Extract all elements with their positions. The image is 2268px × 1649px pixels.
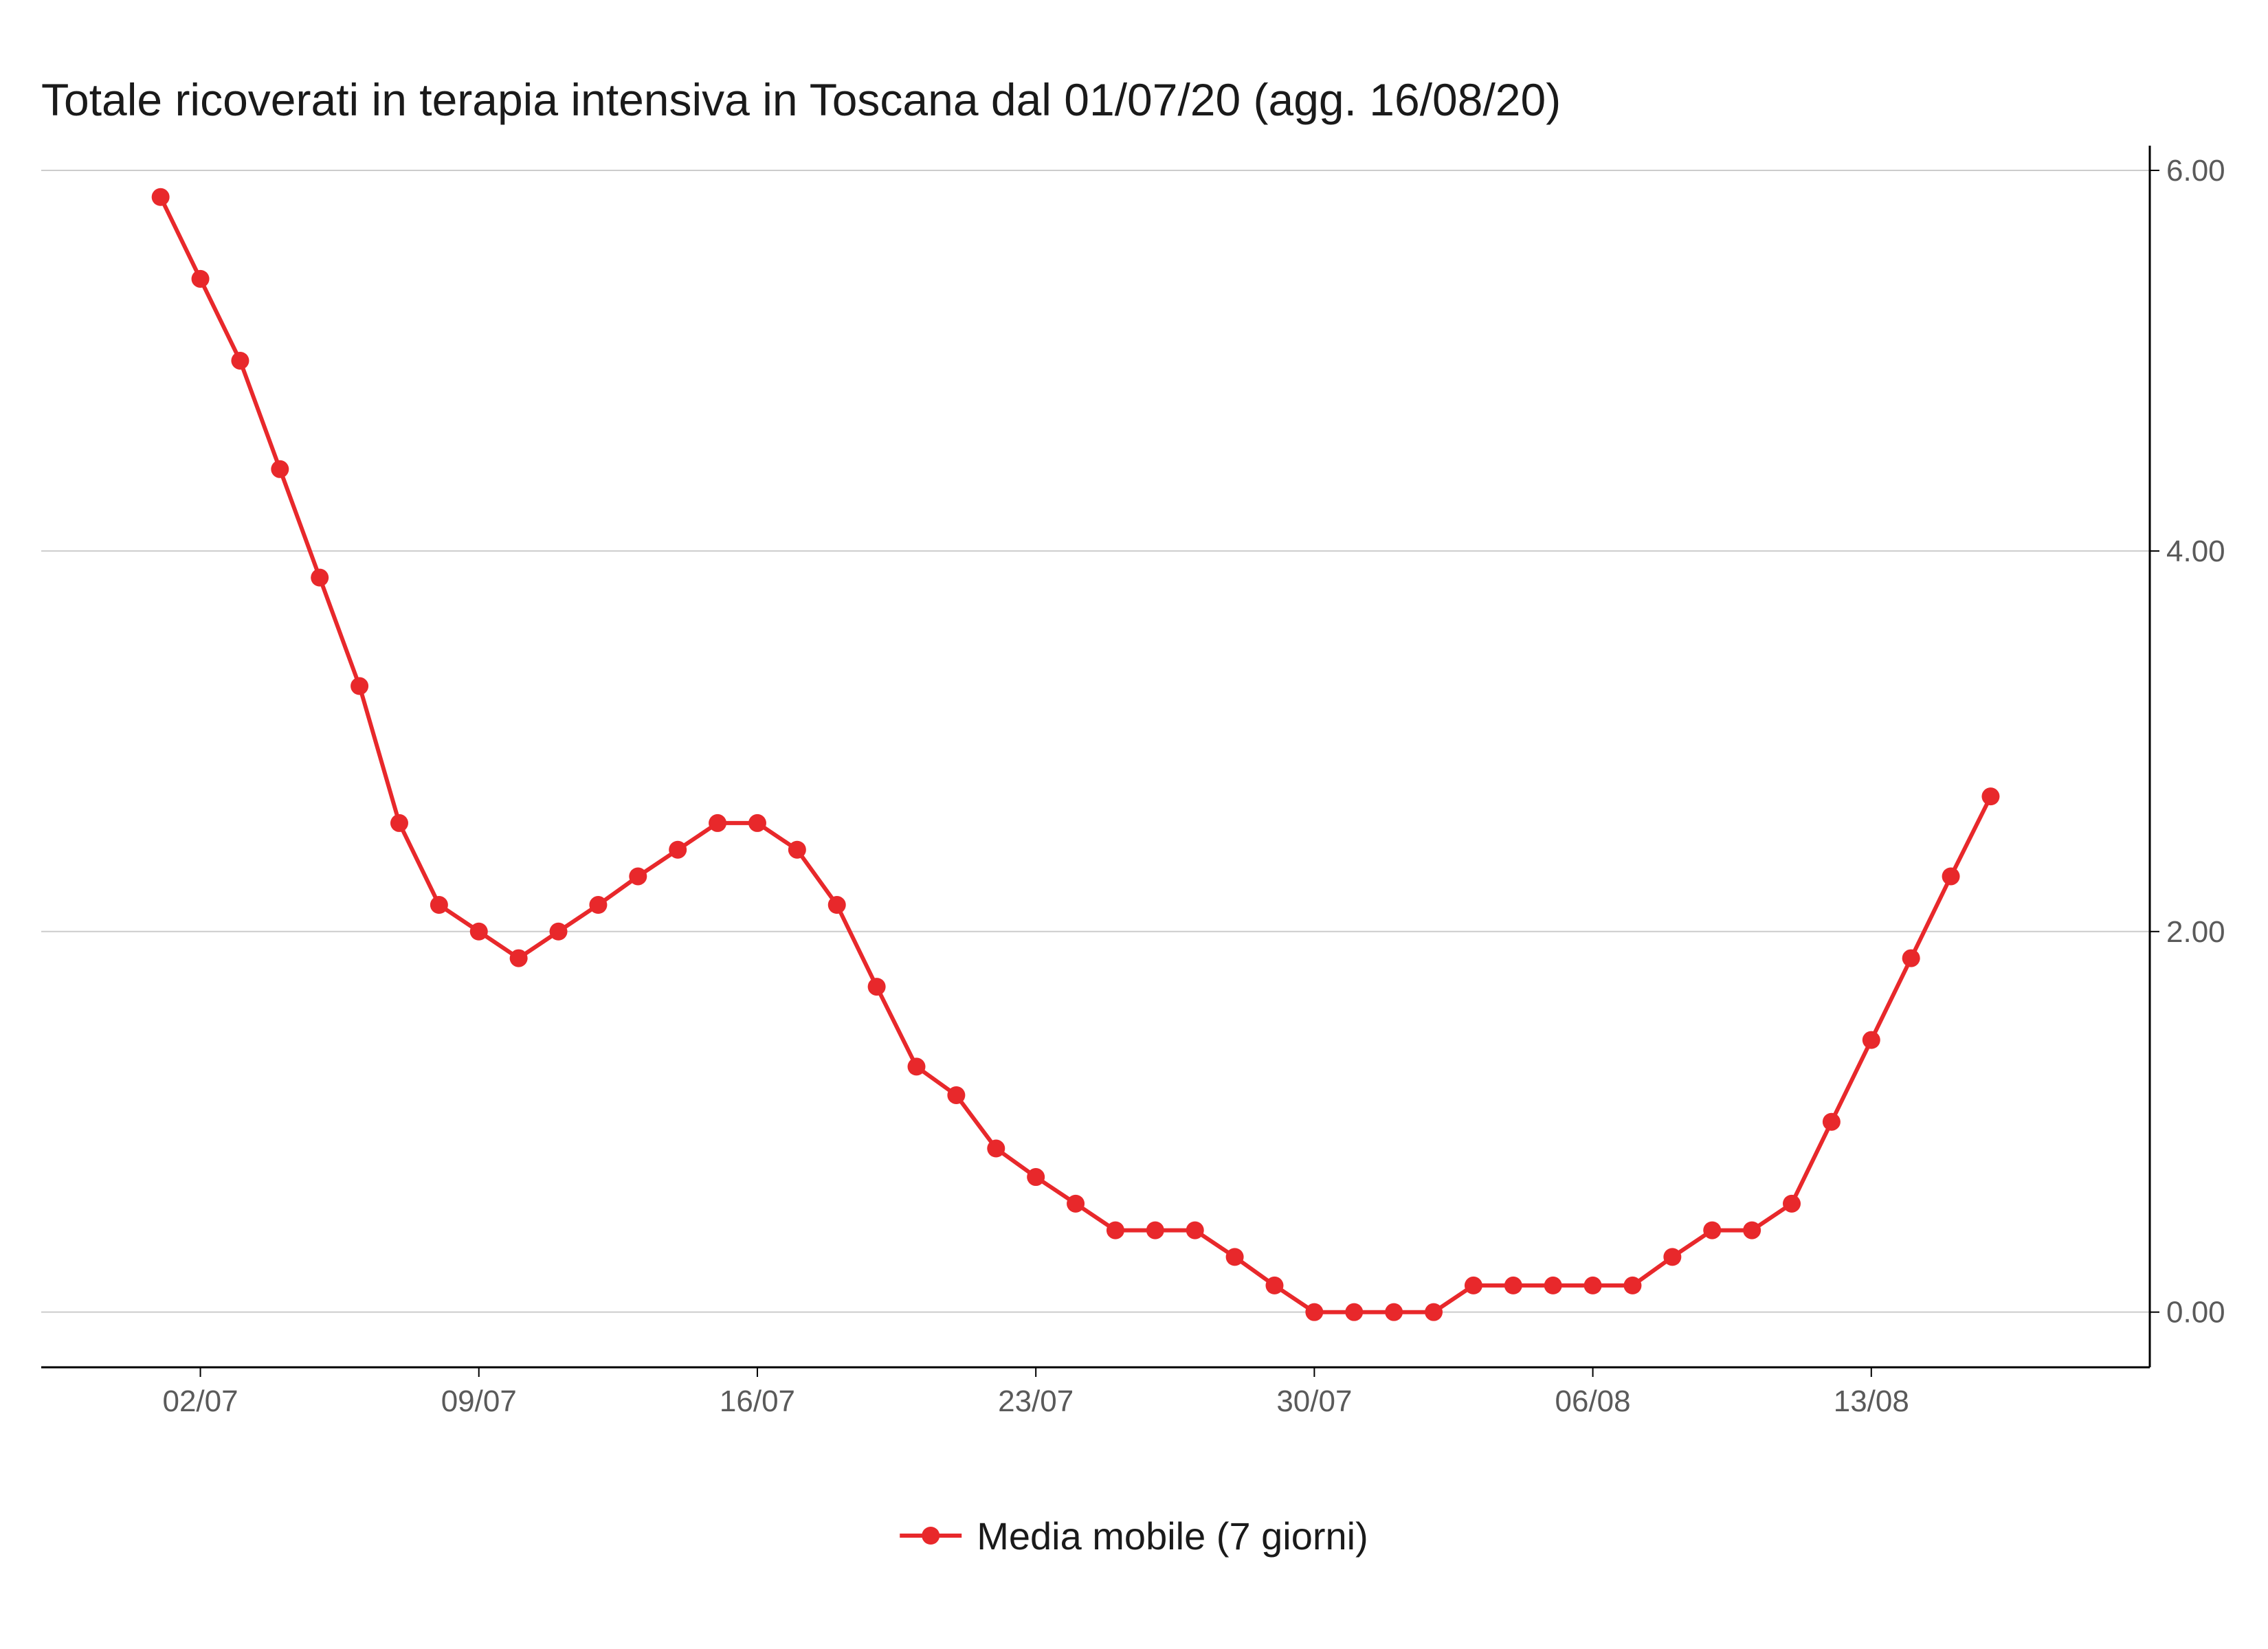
data-point <box>390 814 408 832</box>
data-point <box>271 460 289 478</box>
data-point <box>1265 1276 1284 1294</box>
data-point <box>748 814 766 832</box>
data-point <box>1981 787 2000 806</box>
data-point <box>1504 1276 1522 1294</box>
data-point <box>589 896 608 915</box>
data-point <box>191 269 210 288</box>
data-point <box>231 351 249 370</box>
legend-marker <box>922 1527 940 1545</box>
data-point <box>669 840 687 859</box>
x-tick-label: 02/07 <box>162 1384 238 1418</box>
data-point <box>709 814 727 832</box>
x-tick-label: 30/07 <box>1276 1384 1352 1418</box>
data-point <box>1067 1194 1085 1213</box>
data-point <box>1146 1221 1164 1239</box>
data-point <box>1942 867 1960 886</box>
data-point <box>1583 1276 1602 1294</box>
legend: Media mobile (7 giorni) <box>900 1514 1368 1558</box>
y-tick-label: 4.00 <box>2166 535 2225 568</box>
data-point <box>1663 1248 1682 1266</box>
data-point <box>1623 1276 1642 1294</box>
data-point <box>1186 1221 1204 1239</box>
axes: 0.00 2.00 4.00 6.00 02/07 09/07 16/07 23/07 30/0… <box>41 146 2225 1418</box>
data-point <box>629 867 647 886</box>
data-point <box>1783 1194 1801 1213</box>
y-tick-label: 6.00 <box>2166 154 2225 188</box>
data-point <box>351 677 369 695</box>
data-point <box>1902 949 1920 967</box>
data-point <box>1862 1031 1880 1049</box>
data-point <box>1464 1276 1482 1294</box>
data-point <box>1385 1303 1403 1321</box>
data-point <box>827 896 846 915</box>
x-tick-label: 16/07 <box>720 1384 795 1418</box>
data-point <box>1425 1303 1443 1321</box>
x-tick-label: 13/08 <box>1834 1384 1909 1418</box>
data-point <box>867 978 886 996</box>
y-tick-label: 0.00 <box>2166 1296 2225 1330</box>
data-point <box>430 896 448 915</box>
data-point <box>907 1057 926 1076</box>
data-point <box>311 568 329 587</box>
data-point <box>469 922 488 941</box>
data-point <box>1106 1221 1124 1239</box>
data-point <box>1544 1276 1562 1294</box>
y-tick-label: 2.00 <box>2166 915 2225 949</box>
data-point <box>947 1086 966 1104</box>
data-point <box>1225 1248 1244 1266</box>
data-point <box>151 188 170 206</box>
data-point <box>1743 1221 1761 1239</box>
data-point <box>1703 1221 1722 1239</box>
data-point <box>1345 1303 1364 1321</box>
data-point <box>788 840 806 859</box>
x-tick-label: 06/08 <box>1555 1384 1631 1418</box>
series-layer <box>151 188 2000 1321</box>
gridlines <box>41 170 2150 1313</box>
x-tick-label: 09/07 <box>441 1384 517 1418</box>
series-line <box>159 196 1993 1314</box>
data-point <box>1027 1168 1045 1187</box>
legend-label: Media mobile (7 giorni) <box>977 1514 1368 1558</box>
x-tick-label: 23/07 <box>998 1384 1074 1418</box>
data-point <box>987 1139 1005 1158</box>
data-point <box>509 949 528 967</box>
data-point <box>1305 1303 1324 1321</box>
chart-title: Totale ricoverati in terapia intensiva i… <box>41 74 1561 125</box>
data-point <box>549 922 568 941</box>
data-point <box>1822 1112 1841 1131</box>
